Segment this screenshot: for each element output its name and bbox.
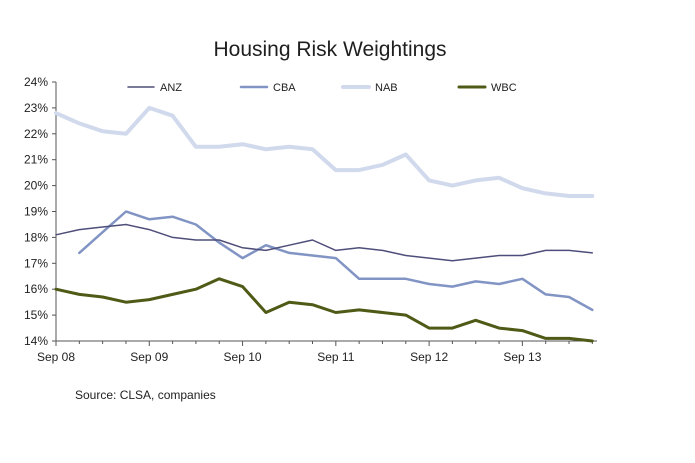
x-tick-label: Sep 13: [503, 350, 541, 364]
legend: ANZ CBA NAB WBC: [127, 82, 517, 94]
y-tick-label: 15%: [24, 308, 48, 322]
y-tick-label: 14%: [24, 334, 48, 348]
y-tick-label: 22%: [24, 127, 48, 141]
x-tick-label: Sep 11: [317, 350, 354, 364]
chart-title: Housing Risk Weightings: [213, 38, 446, 61]
y-tick-label: 24%: [24, 75, 48, 89]
x-tick-label: Sep 12: [410, 350, 448, 364]
y-tick-label: 21%: [24, 153, 48, 167]
y-axis: 24% 23% 22% 21% 20% 19% 18% 17% 16% 15% 14%: [24, 75, 57, 348]
x-tick-label: Sep 08: [37, 350, 75, 364]
series-line-anz: [55, 223, 594, 262]
y-tick-label: 16%: [24, 282, 48, 296]
legend-label-wbc: WBC: [491, 82, 517, 94]
source-note: Source: CLSA, companies: [75, 388, 216, 402]
y-tick-label: 17%: [24, 256, 48, 270]
series-layer: [54, 105, 595, 343]
series-line-nab: [54, 105, 595, 198]
y-tick-label: 20%: [24, 179, 48, 193]
x-tick-label: Sep 10: [224, 350, 262, 364]
series-line-wbc: [54, 277, 594, 343]
y-tick-label: 19%: [24, 205, 48, 219]
legend-label-cba: CBA: [273, 82, 296, 94]
series-line-cba: [78, 210, 594, 312]
x-tick-label: Sep 09: [130, 350, 168, 364]
y-tick-label: 18%: [24, 230, 48, 244]
x-axis: Sep 08 Sep 09 Sep 10 Sep 11 Sep 12 Sep 13: [37, 340, 597, 364]
legend-label-anz: ANZ: [160, 82, 182, 94]
y-tick-label: 23%: [24, 101, 48, 115]
legend-label-nab: NAB: [375, 82, 398, 94]
